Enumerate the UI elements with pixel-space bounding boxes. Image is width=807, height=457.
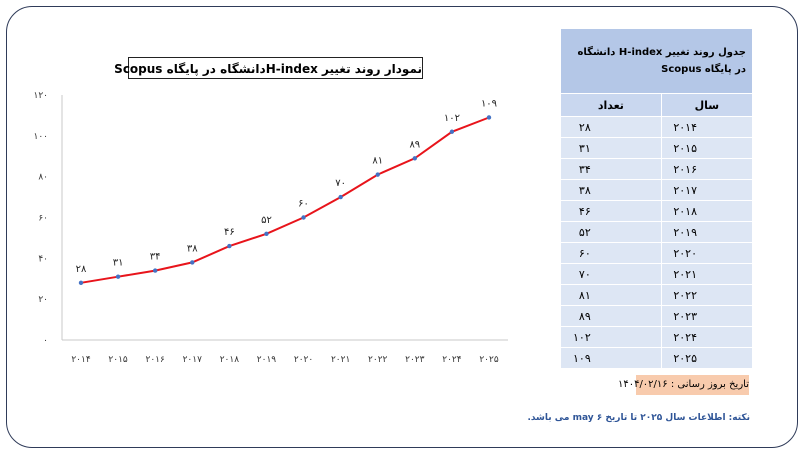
series-line: [80, 116, 490, 284]
data-label: ۷۰: [335, 178, 346, 189]
year-cell: ۲۰۱۷: [660, 179, 752, 201]
table-row: ۲۰۲۲ ۸۱: [561, 284, 752, 306]
x-tick-label: ۲۰۱۸: [220, 355, 240, 365]
table-row: ۲۰۲۴ ۱۰۲: [561, 326, 752, 348]
x-tick-label: ۲۰۱۵: [108, 355, 128, 365]
year-cell: ۲۰۱۵: [660, 137, 752, 159]
footnote: نکته: اطلاعات سال ۲۰۲۵ تا تاریخ ۶ may می…: [527, 413, 750, 423]
count-cell: ۷۰: [561, 263, 662, 285]
data-point: [152, 268, 158, 273]
y-tick-label: ۸۰: [38, 173, 48, 183]
table-row: ۲۰۱۶ ۳۴: [561, 158, 752, 180]
table-row: ۲۰۱۷ ۳۸: [561, 179, 752, 201]
x-tick-label: ۲۰۲۲: [368, 355, 388, 365]
data-point: [190, 260, 195, 265]
data-label: ۲۸: [76, 264, 87, 275]
data-label: ۵۲: [261, 215, 272, 226]
year-cell: ۲۰۲۲: [660, 284, 752, 306]
data-label: ۳۸: [187, 243, 198, 254]
count-cell: ۳۴: [561, 158, 662, 180]
count-cell: ۳۱: [561, 137, 662, 159]
data-label: ۴۶: [224, 227, 235, 238]
data-point: [115, 274, 121, 279]
x-tick-label: ۲۰۱۷: [183, 355, 203, 365]
count-cell: ۸۱: [561, 284, 662, 306]
table-row: ۲۰۱۵ ۳۱: [561, 137, 752, 159]
count-cell: ۱۰۹: [561, 347, 662, 369]
chart-title: نمودار روند تغییر H-indexدانشگاه در پایگ…: [114, 57, 423, 79]
x-tick-label: ۲۰۲۵: [479, 355, 499, 365]
data-point: [412, 156, 418, 161]
data-label: ۳۱: [113, 258, 124, 269]
data-label: ۱۰۹: [481, 98, 497, 109]
count-cell: ۲۸: [561, 116, 662, 138]
data-point: [78, 280, 84, 286]
table-row: ۲۰۲۱ ۷۰: [561, 263, 752, 285]
count-cell: ۴۶: [561, 200, 662, 222]
y-tick-label: ۱۲۰: [33, 91, 48, 101]
data-point: [449, 129, 455, 134]
data-point: [486, 115, 492, 120]
y-tick-label: ۱۰۰: [33, 132, 48, 142]
table-row: ۲۰۲۰ ۶۰: [561, 242, 752, 264]
x-tick-label: ۲۰۲۴: [442, 355, 462, 365]
table-row: ۲۰۱۹ ۵۲: [561, 221, 752, 243]
table-row: ۲۰۲۵ ۱۰۹: [561, 347, 752, 369]
x-tick-label: ۲۰۲۱: [331, 355, 350, 365]
data-point: [338, 194, 343, 200]
count-cell: ۵۲: [561, 221, 662, 243]
y-tick-label: ۴۰: [38, 254, 48, 264]
year-cell: ۲۰۱۴: [660, 116, 752, 138]
data-label: ۶۰: [298, 199, 309, 210]
count-cell: ۶۰: [561, 242, 662, 264]
year-cell: ۲۰۱۸: [660, 200, 752, 222]
count-cell: ۸۹: [561, 305, 662, 327]
year-cell: ۲۰۲۴: [660, 326, 752, 348]
year-cell: ۲۰۱۶: [660, 158, 752, 180]
year-cell: ۲۰۲۵: [660, 347, 752, 369]
data-label: ۸۹: [409, 139, 420, 150]
table-title: جدول روند تغییر H-index دانشگاه در پایگا…: [561, 29, 752, 94]
col-header-count: تعداد: [561, 93, 662, 117]
data-point: [301, 215, 306, 220]
year-cell: ۲۰۲۳: [660, 305, 752, 327]
data-label: ۸۱: [372, 156, 383, 167]
x-tick-label: ۲۰۲۳: [405, 355, 425, 365]
data-point: [227, 243, 232, 249]
hindex-table: جدول روند تغییر H-index دانشگاه در پایگا…: [561, 29, 752, 369]
count-cell: ۳۸: [561, 179, 662, 201]
data-point: [375, 172, 380, 177]
update-date: تاریخ بروز رسانی : ۱۴۰۴/۰۲/۱۶: [618, 375, 749, 395]
col-header-year: سال: [660, 93, 752, 117]
data-label: ۱۰۲: [444, 113, 460, 124]
y-tick-label: ۶۰: [38, 214, 48, 224]
data-point: [264, 231, 269, 237]
year-cell: ۲۰۲۱: [660, 263, 752, 285]
year-cell: ۲۰۲۰: [660, 242, 752, 264]
x-tick-label: ۲۰۱۶: [146, 355, 166, 365]
y-tick-label: ۲۰: [38, 295, 48, 305]
data-label: ۳۴: [150, 252, 161, 263]
table-row: ۲۰۲۳ ۸۹: [561, 305, 752, 327]
table-row: ۲۰۱۴ ۲۸: [561, 116, 752, 138]
x-tick-label: ۲۰۲۰: [294, 355, 313, 365]
x-tick-label: ۲۰۱۴: [71, 355, 91, 365]
y-tick-label: ۰: [43, 336, 48, 346]
x-tick-label: ۲۰۱۹: [257, 355, 277, 365]
table-row: ۲۰۱۸ ۴۶: [561, 200, 752, 222]
year-cell: ۲۰۱۹: [660, 221, 752, 243]
count-cell: ۱۰۲: [561, 326, 662, 348]
